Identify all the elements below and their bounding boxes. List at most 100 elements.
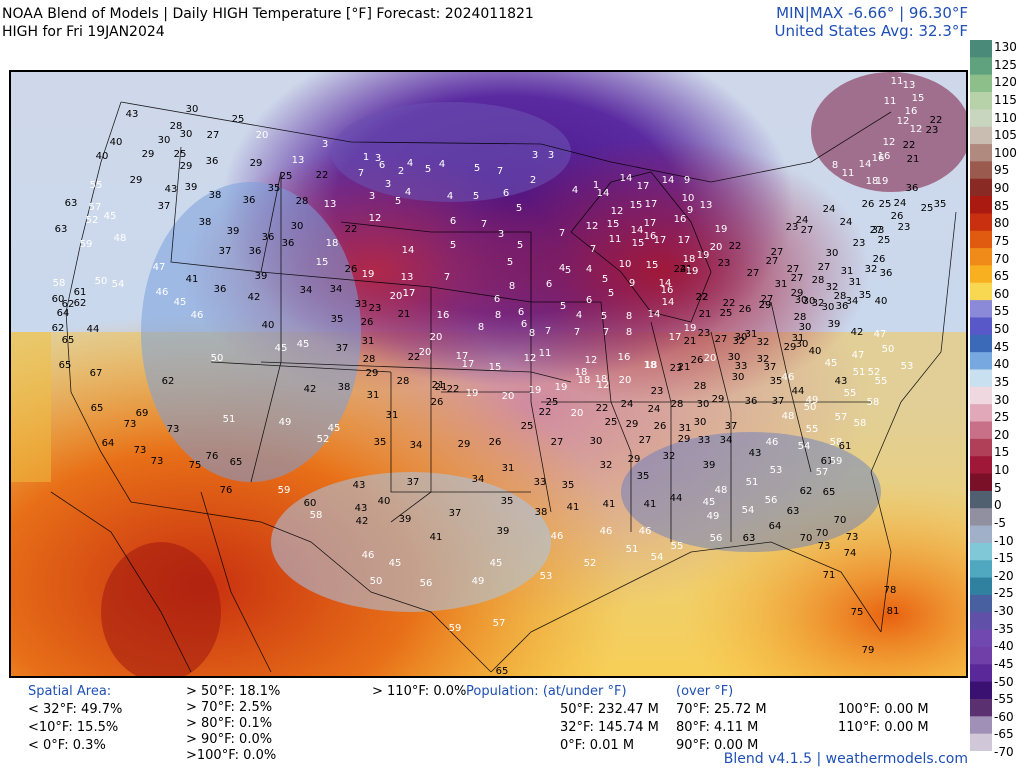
temperature-value-label: 56 <box>420 578 433 589</box>
temperature-value-label: 7 <box>444 272 450 283</box>
temperature-value-label: 39 <box>185 182 198 193</box>
temperature-value-label: 54 <box>112 279 125 290</box>
temperature-value-label: 9 <box>687 205 693 216</box>
temperature-value-label: 73 <box>134 445 147 456</box>
temperature-value-label: 46 <box>156 287 169 298</box>
temperature-value-label: 31 <box>775 279 788 290</box>
temperature-value-label: 59 <box>278 485 291 496</box>
temperature-value-label: 36 <box>214 284 227 295</box>
temperature-value-label: 28 <box>363 354 376 365</box>
temperature-value-label: 21 <box>680 264 693 275</box>
temperature-value-label: 4 <box>405 187 411 198</box>
temperature-value-label: 30 <box>732 372 745 383</box>
colorbar-swatch <box>970 525 992 544</box>
temperature-value-label: 32 <box>757 354 770 365</box>
pop-at-50: 50°F: 232.47 M <box>560 702 659 717</box>
temperature-value-label: 25 <box>232 114 245 125</box>
temperature-value-label: 21 <box>907 154 920 165</box>
temperature-value-label: 35 <box>501 496 514 507</box>
temperature-value-label: 29 <box>628 454 641 465</box>
temperature-value-label: 4 <box>559 263 565 274</box>
colorbar-swatch <box>970 421 992 440</box>
temperature-value-label: 22 <box>696 292 709 303</box>
temperature-value-label: 20 <box>571 408 584 419</box>
temperature-value-label: 39 <box>828 319 841 330</box>
temperature-value-label: 12 <box>586 221 599 232</box>
temperature-value-label: 38 <box>209 190 222 201</box>
temperature-value-label: 8 <box>478 322 484 333</box>
temperature-value-label: 29 <box>678 434 691 445</box>
temperature-value-label: 29 <box>180 161 193 172</box>
temperature-value-label: 7 <box>603 327 609 338</box>
temperature-value-label: 65 <box>91 403 104 414</box>
temperature-value-label: 5 <box>425 164 431 175</box>
temperature-value-label: 16 <box>437 310 450 321</box>
temperature-value-label: 48 <box>715 485 728 496</box>
temperature-value-label: 33 <box>355 299 368 310</box>
temperature-value-label: 23 <box>853 238 866 249</box>
temperature-value-label: 59 <box>80 239 93 250</box>
colorbar-tick-label: 105 <box>994 128 1017 143</box>
temperature-value-label: 13 <box>903 80 916 91</box>
temperature-value-label: 55 <box>806 424 819 435</box>
temperature-value-label: 12 <box>524 353 537 364</box>
temperature-value-label: 56 <box>710 533 723 544</box>
colorbar-tick-label: -55 <box>994 692 1014 707</box>
temperature-value-label: 30 <box>795 295 808 306</box>
temperature-value-label: 4 <box>572 185 578 196</box>
temperature-value-label: 42 <box>851 327 864 338</box>
temperature-value-label: 14 <box>662 297 675 308</box>
temperature-value-label: 55 <box>90 180 103 191</box>
temperature-value-label: 5 <box>517 240 523 251</box>
temperature-value-label: 61 <box>74 287 87 298</box>
temperature-value-label: 36 <box>262 232 275 243</box>
colorbar-tick-label: -20 <box>994 568 1014 583</box>
temperature-value-label: 37 <box>158 201 171 212</box>
temperature-value-label: 26 <box>891 211 904 222</box>
temperature-value-label: 12 <box>611 206 624 217</box>
temperature-value-label: 3 <box>369 191 375 202</box>
map-title: NOAA Blend of Models | Daily HIGH Temper… <box>2 6 534 22</box>
temperature-value-label: 29 <box>142 149 155 160</box>
colorbar-swatch <box>970 560 992 579</box>
temperature-value-label: 43 <box>353 480 366 491</box>
temperature-value-label: 23 <box>926 125 939 136</box>
spatial-area-heading: Spatial Area: <box>28 684 112 699</box>
temperature-value-label: 17 <box>462 359 475 370</box>
colorbar-tick-label: 20 <box>994 427 1010 442</box>
temperature-value-label: 13 <box>324 199 337 210</box>
temperature-value-label: 12 <box>369 213 382 224</box>
colorbar-swatch <box>970 646 992 665</box>
temperature-value-label: 8 <box>626 327 632 338</box>
temperature-value-label: 18 <box>595 374 608 385</box>
temperature-value-label: 23 <box>898 222 911 233</box>
temperature-value-label: 32 <box>826 282 839 293</box>
colorbar-tick-label: 25 <box>994 410 1010 425</box>
temperature-value-label: 31 <box>367 390 380 401</box>
temperature-value-label: 28 <box>296 196 309 207</box>
temperature-value-label: 35 <box>934 199 947 210</box>
temperature-value-label: 29 <box>791 288 804 299</box>
temperature-value-label: 15 <box>607 219 620 230</box>
temperature-value-label: 59 <box>449 623 462 634</box>
temperature-value-label: 24 <box>621 399 634 410</box>
temperature-value-label: 26 <box>361 317 374 328</box>
temperature-value-label: 33 <box>735 361 748 372</box>
pop-over-70: 70°F: 25.72 M <box>676 702 767 717</box>
temperature-value-label: 27 <box>747 268 760 279</box>
temperature-value-label: 19 <box>876 176 889 187</box>
temperature-value-label: 73 <box>818 541 831 552</box>
stat-over-110: > 110°F: 0.0% <box>372 684 467 699</box>
temperature-value-label: 24 <box>674 264 687 275</box>
colorbar-swatch <box>970 317 992 336</box>
temperature-value-label: 8 <box>832 160 838 171</box>
temperature-value-label: 58 <box>867 397 880 408</box>
temperature-value-label: 55 <box>671 541 684 552</box>
temperature-value-label: 33 <box>698 435 711 446</box>
temperature-value-label: 11 <box>842 168 855 179</box>
temperature-value-label: 31 <box>679 423 692 434</box>
temperature-value-label: 7 <box>574 327 580 338</box>
temperature-value-label: 67 <box>90 368 103 379</box>
temperature-value-label: 27 <box>801 225 814 236</box>
colorbar-swatch <box>970 109 992 128</box>
